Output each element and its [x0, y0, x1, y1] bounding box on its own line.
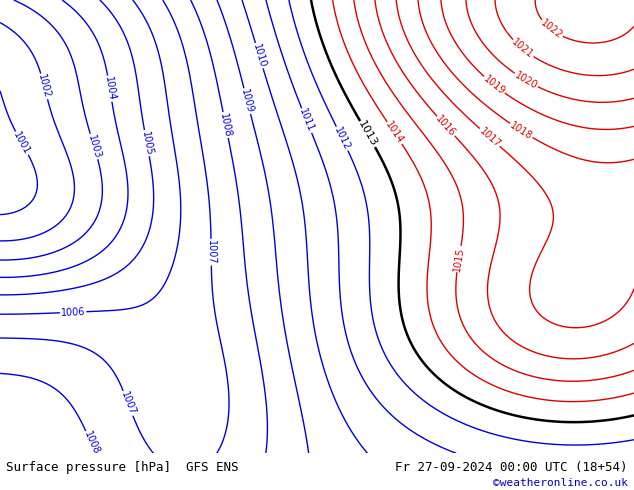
Text: Surface pressure [hPa]  GFS ENS: Surface pressure [hPa] GFS ENS: [6, 462, 239, 474]
Text: 1021: 1021: [510, 37, 536, 60]
Text: Fr 27-09-2024 00:00 UTC (18+54): Fr 27-09-2024 00:00 UTC (18+54): [395, 462, 628, 474]
Text: 1012: 1012: [332, 125, 352, 152]
Text: 1010: 1010: [251, 43, 268, 69]
Text: 1002: 1002: [36, 73, 52, 99]
Text: 1019: 1019: [481, 74, 507, 97]
Text: 1001: 1001: [11, 130, 32, 156]
Text: 1011: 1011: [297, 107, 316, 134]
Text: 1003: 1003: [86, 133, 102, 160]
Text: 1008: 1008: [82, 430, 101, 456]
Text: 1007: 1007: [119, 390, 137, 416]
Text: 1014: 1014: [384, 120, 406, 146]
Text: 1016: 1016: [434, 114, 458, 139]
Text: 1004: 1004: [103, 76, 117, 101]
Text: 1005: 1005: [139, 130, 154, 156]
Text: 1018: 1018: [508, 120, 534, 142]
Text: 1006: 1006: [61, 307, 86, 318]
Text: ©weatheronline.co.uk: ©weatheronline.co.uk: [493, 478, 628, 488]
Text: 1009: 1009: [240, 88, 255, 114]
Text: 1020: 1020: [513, 70, 539, 91]
Text: 1015: 1015: [452, 246, 465, 272]
Text: 1007: 1007: [206, 240, 216, 265]
Text: 1022: 1022: [538, 18, 564, 41]
Text: 1013: 1013: [356, 120, 379, 148]
Text: 1008: 1008: [218, 112, 233, 138]
Text: 1017: 1017: [477, 125, 502, 149]
